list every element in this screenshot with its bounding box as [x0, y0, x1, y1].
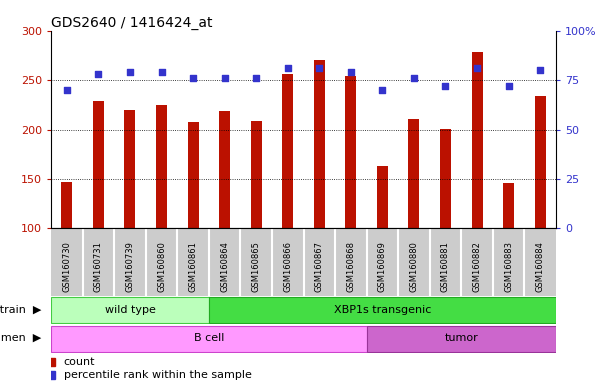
Text: GSM160731: GSM160731 [94, 242, 103, 292]
Bar [377, 166, 388, 228]
Bar [367, 326, 556, 352]
Point [472, 65, 482, 71]
Text: GSM160866: GSM160866 [283, 241, 292, 292]
Bar [282, 74, 293, 228]
Bar [409, 119, 419, 228]
Text: GSM160865: GSM160865 [252, 242, 261, 292]
Bar [51, 297, 209, 323]
Bar [51, 326, 367, 352]
Text: GSM160884: GSM160884 [535, 242, 545, 292]
Text: GSM160861: GSM160861 [189, 242, 198, 292]
Point [125, 69, 135, 75]
Text: GSM160881: GSM160881 [441, 242, 450, 292]
Point [157, 69, 166, 75]
Point [377, 87, 387, 93]
Text: GSM160882: GSM160882 [472, 242, 481, 292]
Bar [124, 110, 135, 228]
Bar [156, 105, 167, 228]
Bar [535, 96, 546, 228]
Bar [440, 129, 451, 228]
Point [62, 87, 72, 93]
Text: GSM160883: GSM160883 [504, 241, 513, 292]
Point [283, 65, 293, 71]
Bar [503, 183, 514, 228]
Bar [346, 76, 356, 228]
Point [346, 69, 356, 75]
Point [220, 75, 230, 81]
Text: strain  ▶: strain ▶ [0, 305, 41, 314]
Point [188, 75, 198, 81]
Text: wild type: wild type [105, 305, 156, 314]
Text: B cell: B cell [194, 333, 224, 343]
Bar [472, 53, 483, 228]
Point [535, 67, 545, 73]
Bar [188, 122, 198, 228]
Point [251, 75, 261, 81]
Bar [251, 121, 261, 228]
Text: GSM160867: GSM160867 [315, 241, 324, 292]
Text: tumor: tumor [444, 333, 478, 343]
Point [441, 83, 450, 89]
Bar [314, 60, 325, 228]
Bar [219, 111, 230, 228]
Text: GSM160860: GSM160860 [157, 242, 166, 292]
Text: GSM160880: GSM160880 [409, 242, 418, 292]
Text: GSM160864: GSM160864 [220, 242, 229, 292]
Point [94, 71, 103, 77]
Text: percentile rank within the sample: percentile rank within the sample [64, 371, 252, 381]
Point [409, 75, 419, 81]
Text: GDS2640 / 1416424_at: GDS2640 / 1416424_at [51, 16, 213, 30]
Text: specimen  ▶: specimen ▶ [0, 333, 41, 343]
Text: GSM160739: GSM160739 [126, 242, 135, 292]
Text: GSM160868: GSM160868 [346, 241, 355, 292]
Point [504, 83, 513, 89]
Bar [61, 182, 72, 228]
Text: GSM160869: GSM160869 [378, 242, 387, 292]
Bar [209, 297, 556, 323]
Text: GSM160730: GSM160730 [63, 242, 72, 292]
Text: XBP1s transgenic: XBP1s transgenic [334, 305, 431, 314]
Text: count: count [64, 357, 95, 367]
Bar [93, 101, 104, 228]
Point [314, 65, 324, 71]
